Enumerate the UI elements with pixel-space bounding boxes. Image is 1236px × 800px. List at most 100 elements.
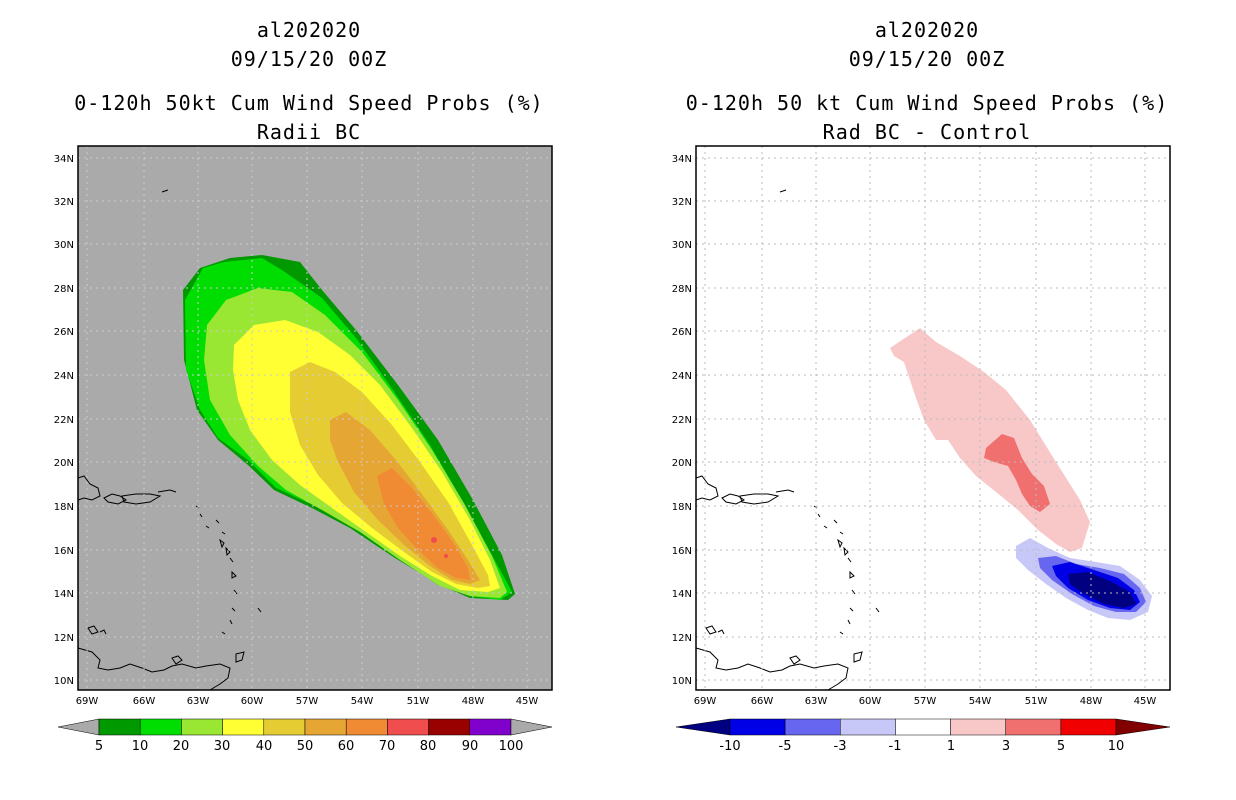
lon-label: 60W (859, 696, 882, 707)
map-figure: 34N 32N 30N 28N 26N 24N 22N 20N 18N 16N … (672, 145, 1171, 754)
lon-label: 69W (76, 696, 99, 707)
colorbar-label: -1 (889, 739, 902, 754)
panel-subtitle: Rad BC - Control (822, 120, 1032, 144)
colorbar-label: 100 (499, 739, 524, 754)
colorbar-swatch (222, 718, 265, 736)
colorbar-triangle-right (510, 718, 553, 736)
lat-label: 22N (54, 415, 74, 426)
colorbar-label: 70 (379, 739, 396, 754)
lat-label: 32N (54, 197, 74, 208)
colorbar-label: 1 (947, 739, 955, 754)
lon-label: 54W (351, 696, 374, 707)
lon-label: 60W (241, 696, 264, 707)
lon-label: 51W (1025, 696, 1048, 707)
lat-label: 32N (672, 197, 692, 208)
colorbar-swatch (263, 718, 306, 736)
coastlines (695, 189, 863, 691)
datetime-title: 09/15/20 00Z (848, 47, 1006, 71)
panel-rad-bc-control: al202020 09/15/20 00Z 0-120h 50 kt Cum W… (618, 0, 1236, 800)
contour-plus-3 (984, 434, 1050, 512)
storm-id-title: al202020 (874, 18, 980, 42)
lat-label: 10N (54, 676, 74, 687)
lat-label: 28N (672, 284, 692, 295)
colorbar: -10 -5 -3 -1 1 3 5 10 (675, 718, 1171, 754)
colorbar-swatch (304, 718, 347, 736)
colorbar-swatch (345, 718, 388, 736)
colorbar-triangle-left (57, 718, 100, 736)
map-figure: 34N 32N 30N 28N 26N 24N 22N 20N 18N 16N … (54, 145, 553, 754)
colorbar-swatch (387, 718, 429, 736)
lat-label: 30N (54, 240, 74, 251)
colorbar-label: -5 (779, 739, 792, 754)
lat-axis: 34N 32N 30N 28N 26N 24N 22N 20N 18N 16N … (672, 154, 692, 687)
lat-label: 34N (54, 154, 74, 165)
lon-label: 48W (1080, 696, 1103, 707)
colorbar-label: 90 (462, 739, 479, 754)
contour-70-spot (431, 537, 437, 543)
grid-lines (696, 146, 1170, 690)
lon-label: 66W (751, 696, 774, 707)
colorbar-label: 80 (420, 739, 437, 754)
lat-label: 10N (672, 676, 692, 687)
lat-label: 12N (672, 633, 692, 644)
lat-label: 26N (672, 327, 692, 338)
lon-label: 57W (914, 696, 937, 707)
product-title: 0-120h 50kt Cum Wind Speed Probs (%) (74, 91, 544, 115)
colorbar-swatches (729, 718, 1117, 736)
colorbar-label: 50 (297, 739, 314, 754)
map-frame (695, 145, 1171, 691)
colorbar-label: 60 (338, 739, 355, 754)
colorbar: 5 10 20 30 40 50 60 70 80 90 100 (57, 718, 553, 754)
colorbar-swatch (729, 718, 786, 736)
colorbar-label: 3 (1002, 739, 1010, 754)
colorbar-triangle-right (1115, 718, 1171, 736)
lon-label: 66W (133, 696, 156, 707)
colorbar-swatch (469, 718, 512, 736)
colorbar-swatch (139, 718, 182, 736)
colorbar-labels: -10 -5 -3 -1 1 3 5 10 (719, 739, 1124, 754)
colorbar-label: 10 (132, 739, 149, 754)
colorbar-swatches (98, 718, 512, 736)
lon-label: 63W (187, 696, 210, 707)
colorbar-swatch (784, 718, 841, 736)
storm-id-title: al202020 (256, 18, 362, 42)
colorbar-swatch (950, 718, 1006, 736)
lat-axis: 34N 32N 30N 28N 26N 24N 22N 20N 18N 16N … (54, 154, 74, 687)
probability-contours (183, 255, 515, 600)
lat-label: 14N (54, 589, 74, 600)
lon-label: 45W (1134, 696, 1157, 707)
island-chain (195, 505, 262, 635)
product-title: 0-120h 50 kt Cum Wind Speed Probs (%) (685, 91, 1169, 115)
panel-radii-bc: al202020 09/15/20 00Z 0-120h 50kt Cum Wi… (54, 18, 553, 754)
lon-label: 69W (694, 696, 717, 707)
lon-label: 51W (407, 696, 430, 707)
panel-subtitle: Radii BC (256, 120, 362, 144)
lat-label: 34N (672, 154, 692, 165)
lat-label: 26N (54, 327, 74, 338)
colorbar-swatch (181, 718, 223, 736)
lat-label: 24N (54, 371, 74, 382)
colorbar-swatch (895, 718, 951, 736)
lon-label: 57W (296, 696, 319, 707)
lon-label: 45W (516, 696, 539, 707)
lat-label: 14N (672, 589, 692, 600)
lon-label: 63W (805, 696, 828, 707)
contour-minus-10 (1068, 572, 1136, 608)
colorbar-swatch (428, 718, 471, 736)
lat-label: 16N (672, 546, 692, 557)
colorbar-label: 20 (173, 739, 190, 754)
grid-lines (78, 146, 552, 690)
lat-label: 12N (54, 633, 74, 644)
lon-axis: 69W 66W 63W 60W 57W 54W 51W 48W 45W (694, 696, 1157, 707)
colorbar-swatch (840, 718, 896, 736)
lat-label: 24N (672, 371, 692, 382)
lat-label: 20N (672, 458, 692, 469)
lat-label: 18N (54, 502, 74, 513)
lon-axis: 69W 66W 63W 60W 57W 54W 51W 48W 45W (76, 696, 539, 707)
colorbar-label: 5 (1057, 739, 1065, 754)
lon-label: 54W (969, 696, 992, 707)
colorbar-label: 5 (95, 739, 103, 754)
lat-label: 18N (672, 502, 692, 513)
lat-label: 30N (672, 240, 692, 251)
contour-70-spot (444, 554, 448, 558)
